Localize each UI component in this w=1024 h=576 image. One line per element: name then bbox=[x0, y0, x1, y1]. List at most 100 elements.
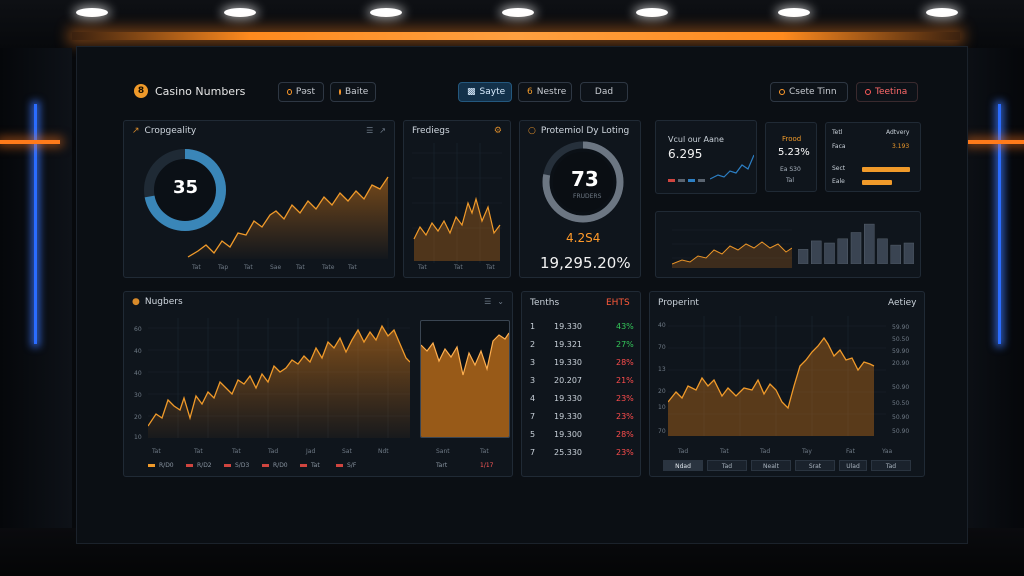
row-percent: 28% bbox=[616, 430, 634, 439]
row-value: 19.300 bbox=[554, 430, 582, 439]
row-rank: 1 bbox=[530, 322, 536, 331]
property-tab[interactable]: Srat bbox=[795, 460, 835, 471]
app-title: Casino Numbers bbox=[155, 84, 246, 98]
panel-header-right: EHTS bbox=[606, 298, 630, 308]
ceiling-light bbox=[224, 8, 256, 17]
bar bbox=[903, 242, 914, 264]
amber-wall-light bbox=[0, 140, 60, 144]
right-tick: 20.90 bbox=[892, 360, 910, 367]
settings-icon[interactable]: ⚙ bbox=[493, 126, 502, 136]
probability-panel: ↗ Cropgeality ☰ ↗ 35 Tat Tap Tat Sae Tat… bbox=[123, 120, 395, 278]
probability-gauge-value: 35 bbox=[173, 177, 199, 198]
y-tick: 20 bbox=[658, 388, 666, 395]
x-tick: Tat bbox=[244, 264, 253, 271]
y-tick: 40 bbox=[134, 370, 142, 377]
toolbar-button-dad[interactable]: Dad bbox=[580, 82, 628, 102]
row-percent: 23% bbox=[616, 394, 634, 403]
legend-swatch bbox=[688, 179, 695, 182]
trend-panel: Frediegs ⚙ Tat Tat Tat bbox=[403, 120, 511, 278]
table-row[interactable]: 3 19.330 28% bbox=[530, 358, 634, 376]
circle-icon bbox=[779, 89, 785, 95]
table-row[interactable]: 7 25.330 23% bbox=[530, 448, 634, 466]
legend-item: S/D3 bbox=[224, 462, 249, 469]
target-icon: ○ bbox=[528, 126, 536, 136]
legend-item: R/D2 bbox=[186, 462, 212, 469]
right-tick: 50.50 bbox=[892, 400, 910, 407]
toolbar-button-label: Baite bbox=[345, 87, 369, 97]
y-tick: 70 bbox=[658, 428, 666, 435]
row-value: 19.330 bbox=[554, 358, 582, 367]
panel-tools: ☰ ↗ bbox=[366, 126, 386, 135]
ceiling-led-strip bbox=[72, 32, 960, 40]
legend-label: R/D0 bbox=[159, 462, 174, 469]
row-percent: 43% bbox=[616, 322, 634, 331]
row-percent: 21% bbox=[616, 376, 634, 385]
circle-icon bbox=[865, 89, 871, 95]
table-row[interactable]: 1 19.330 43% bbox=[530, 322, 634, 340]
menu-icon[interactable]: ☰ bbox=[484, 297, 492, 306]
property-tab[interactable]: Nealt bbox=[751, 460, 791, 471]
mixed-bar-chart bbox=[798, 223, 914, 264]
value-mini-chart bbox=[710, 154, 754, 180]
property-tab[interactable]: Tad bbox=[871, 460, 911, 471]
right-tick: 50.50 bbox=[892, 336, 910, 343]
bar bbox=[890, 244, 901, 264]
legend-item: R/D0 bbox=[262, 462, 288, 469]
row-value: 19.321 bbox=[554, 340, 582, 349]
x-tick: Tate bbox=[322, 264, 335, 271]
row-rank: 3 bbox=[530, 358, 536, 367]
expand-icon[interactable]: ↗ bbox=[379, 126, 386, 135]
potential-panel: ○ Protemiol Dy Loting 73 FRUDERS 4.2S4 1… bbox=[519, 120, 641, 278]
panel-tools: ⚙ bbox=[494, 126, 502, 136]
blue-neon-light bbox=[34, 104, 37, 344]
mixed-line-chart bbox=[672, 229, 792, 268]
toolbar-button-baite[interactable]: Baite bbox=[330, 82, 376, 102]
table-row[interactable]: 5 19.300 28% bbox=[530, 430, 634, 448]
property-tab[interactable]: Tad bbox=[707, 460, 747, 471]
right-tick: 59.90 bbox=[892, 348, 910, 355]
toolbar-button-sayte[interactable]: ▩ Sayte bbox=[458, 82, 512, 102]
list-item-bar bbox=[862, 167, 910, 172]
x-tick: Sant bbox=[436, 448, 450, 455]
circle-icon bbox=[287, 89, 292, 95]
number-icon: 6 bbox=[527, 87, 533, 97]
x-tick: Tad bbox=[268, 448, 279, 455]
legend-item: Tart bbox=[436, 462, 447, 469]
rate-card: Frood 5.23% Ea S30 Tal bbox=[765, 122, 817, 192]
x-tick: Tad bbox=[678, 448, 689, 455]
x-tick: Tat bbox=[296, 264, 305, 271]
table-row[interactable]: 4 19.330 23% bbox=[530, 394, 634, 412]
ceiling-light bbox=[76, 8, 108, 17]
toolbar-button-csete-tinn[interactable]: Csete Tinn bbox=[770, 82, 848, 102]
row-rank: 2 bbox=[530, 340, 536, 349]
chart-icon: ↗ bbox=[132, 126, 140, 136]
table-row[interactable]: 2 19.321 27% bbox=[530, 340, 634, 358]
table-row[interactable]: 3 20.207 21% bbox=[530, 376, 634, 394]
x-tick: Tat bbox=[192, 264, 201, 271]
table-row[interactable]: 7 19.330 23% bbox=[530, 412, 634, 430]
right-tick: 50.90 bbox=[892, 414, 910, 421]
toolbar-button-label: Dad bbox=[594, 87, 614, 97]
row-percent: 28% bbox=[616, 358, 634, 367]
toolbar-button-nestre[interactable]: 6 Nestre bbox=[518, 82, 572, 102]
panel-tools: ☰ ⌄ bbox=[484, 297, 504, 306]
property-tab[interactable]: Ndad bbox=[663, 460, 703, 471]
ceiling-light bbox=[502, 8, 534, 17]
property-panel: Properint Aetiey 40 70 13 20 10 70 59.90… bbox=[649, 291, 925, 477]
bar bbox=[798, 249, 809, 264]
chevron-down-icon[interactable]: ⌄ bbox=[497, 297, 504, 306]
toolbar-button-post[interactable]: Pəst bbox=[278, 82, 324, 102]
legend-swatch bbox=[678, 179, 685, 182]
y-tick: 40 bbox=[134, 348, 142, 355]
toolbar-button-teetina[interactable]: Teetina bbox=[856, 82, 918, 102]
row-percent: 23% bbox=[616, 448, 634, 457]
x-tick: Tat bbox=[454, 264, 463, 271]
panel-action[interactable]: Aetiey bbox=[888, 298, 917, 308]
property-tab[interactable]: Ulad bbox=[839, 460, 867, 471]
x-tick: Sat bbox=[342, 448, 352, 455]
menu-icon[interactable]: ☰ bbox=[366, 126, 374, 135]
probability-gauge bbox=[144, 149, 226, 231]
x-tick: Tat bbox=[194, 448, 203, 455]
panel-title: Frediegs bbox=[412, 126, 450, 136]
rate-card-value: 5.23% bbox=[778, 147, 810, 158]
